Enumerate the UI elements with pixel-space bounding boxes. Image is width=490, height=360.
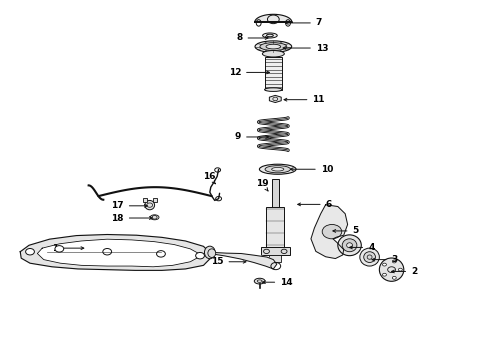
Ellipse shape bbox=[204, 246, 215, 259]
Text: 15: 15 bbox=[211, 257, 246, 266]
Ellipse shape bbox=[338, 235, 361, 256]
Polygon shape bbox=[311, 205, 347, 258]
Bar bbox=[267, 207, 284, 248]
Text: 14: 14 bbox=[263, 278, 293, 287]
Text: 1: 1 bbox=[52, 244, 84, 253]
Bar bbox=[261, 247, 290, 255]
Ellipse shape bbox=[265, 88, 282, 91]
Ellipse shape bbox=[150, 215, 159, 220]
Circle shape bbox=[383, 273, 387, 276]
Bar bbox=[143, 198, 147, 202]
Text: 4: 4 bbox=[349, 243, 374, 252]
Text: 7: 7 bbox=[286, 18, 322, 27]
Text: 6: 6 bbox=[298, 200, 332, 209]
Ellipse shape bbox=[271, 167, 284, 171]
Text: 13: 13 bbox=[283, 44, 328, 53]
Text: 5: 5 bbox=[333, 226, 359, 235]
Ellipse shape bbox=[260, 42, 287, 50]
Text: 12: 12 bbox=[229, 68, 270, 77]
Ellipse shape bbox=[208, 249, 216, 257]
Ellipse shape bbox=[266, 44, 281, 49]
Text: 11: 11 bbox=[284, 95, 325, 104]
Text: 16: 16 bbox=[203, 172, 216, 184]
Polygon shape bbox=[37, 239, 200, 267]
Circle shape bbox=[383, 263, 387, 266]
Ellipse shape bbox=[145, 201, 155, 210]
Ellipse shape bbox=[346, 243, 352, 248]
Circle shape bbox=[392, 276, 396, 279]
Polygon shape bbox=[255, 14, 292, 22]
Text: 10: 10 bbox=[291, 165, 333, 174]
Circle shape bbox=[55, 246, 64, 252]
Circle shape bbox=[157, 251, 165, 257]
Ellipse shape bbox=[254, 278, 265, 284]
Ellipse shape bbox=[360, 248, 379, 266]
Bar bbox=[272, 179, 279, 211]
Circle shape bbox=[392, 260, 396, 263]
Text: 2: 2 bbox=[392, 267, 417, 276]
Text: 9: 9 bbox=[235, 132, 269, 141]
Bar bbox=[270, 255, 281, 262]
Ellipse shape bbox=[255, 41, 292, 52]
Polygon shape bbox=[20, 234, 210, 270]
Ellipse shape bbox=[265, 166, 291, 173]
Bar bbox=[153, 198, 157, 202]
Ellipse shape bbox=[342, 239, 357, 252]
Bar bbox=[265, 57, 282, 90]
Ellipse shape bbox=[364, 252, 375, 262]
Circle shape bbox=[322, 225, 342, 239]
Circle shape bbox=[398, 268, 402, 271]
Ellipse shape bbox=[262, 50, 284, 57]
Text: 3: 3 bbox=[372, 255, 398, 264]
Text: 19: 19 bbox=[256, 179, 269, 191]
Ellipse shape bbox=[263, 33, 277, 38]
Text: 18: 18 bbox=[111, 213, 152, 222]
Polygon shape bbox=[210, 252, 277, 269]
Circle shape bbox=[196, 252, 204, 259]
Polygon shape bbox=[270, 95, 281, 103]
Circle shape bbox=[25, 248, 34, 255]
Text: 8: 8 bbox=[236, 33, 268, 42]
Text: 17: 17 bbox=[111, 201, 147, 210]
Circle shape bbox=[103, 248, 112, 255]
Ellipse shape bbox=[379, 258, 404, 281]
Ellipse shape bbox=[259, 164, 296, 174]
